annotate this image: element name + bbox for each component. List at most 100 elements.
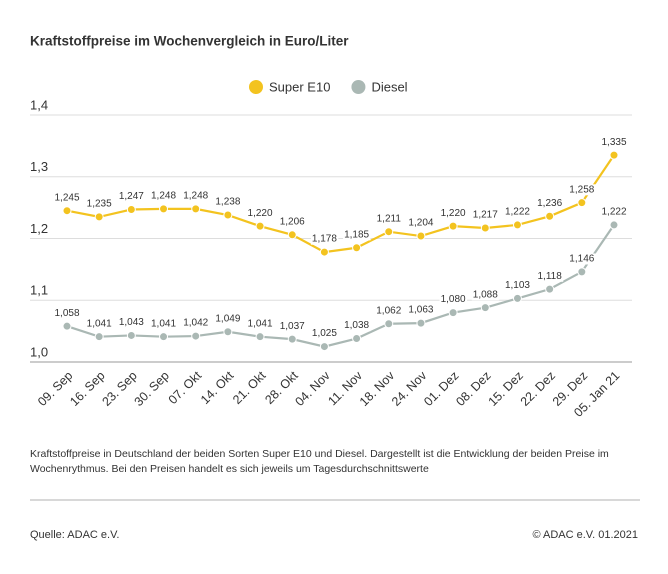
value-label: 1,245: [54, 192, 79, 203]
point: [352, 243, 362, 253]
label-bg: [117, 317, 146, 329]
point: [609, 150, 619, 160]
value-label: 1,204: [408, 218, 433, 229]
label-bg: [343, 320, 371, 332]
x-tick-label: 01. Dez: [421, 369, 461, 409]
point: [191, 204, 201, 214]
value-label: 1,258: [569, 184, 594, 195]
label-bg: [246, 207, 275, 219]
value-label: 1,146: [569, 253, 594, 264]
value-label: 1,118: [537, 271, 562, 282]
copyright: © ADAC e.V. 01.2021: [532, 529, 638, 541]
value-label: 1,222: [601, 207, 626, 218]
point: [448, 221, 458, 231]
label-bg: [471, 209, 500, 221]
label-bg: [503, 280, 532, 292]
value-label: 1,248: [151, 191, 176, 202]
value-label: 1,247: [119, 191, 144, 202]
legend-marker: [351, 80, 366, 94]
value-label: 1,025: [312, 328, 337, 339]
note: Kraftstoffpreise in Deutschland der beid…: [30, 448, 609, 475]
label-bg: [246, 318, 275, 330]
value-label: 1,235: [87, 199, 112, 210]
x-tick-label: 08. Dez: [453, 369, 493, 409]
x-tick-label: 14. Okt: [198, 368, 237, 407]
label-bg: [214, 196, 242, 208]
point: [159, 332, 169, 342]
point: [126, 204, 136, 214]
label-bg: [182, 317, 210, 329]
value-label: 1,080: [441, 294, 466, 305]
value-label: 1,248: [183, 191, 208, 202]
label-bg: [439, 207, 468, 219]
label-bg: [503, 206, 532, 218]
point: [480, 303, 490, 313]
x-tick-label: 30. Sep: [132, 369, 172, 409]
label-bg: [439, 294, 468, 306]
x-tick-label: 15. Dez: [486, 369, 526, 409]
label-bg: [471, 289, 500, 301]
point: [384, 319, 394, 329]
source: Quelle: ADAC e.V.: [30, 529, 119, 541]
label-bg: [278, 216, 307, 228]
point: [577, 198, 587, 208]
point: [255, 332, 265, 342]
label-bg: [407, 304, 435, 316]
label-bg: [310, 233, 339, 245]
point: [352, 334, 362, 344]
label-bg: [536, 197, 564, 209]
value-label: 1,178: [312, 234, 337, 245]
label-bg: [600, 206, 628, 218]
y-tick-label: 1,4: [30, 97, 48, 112]
value-label: 1,185: [344, 229, 369, 240]
value-label: 1,062: [376, 305, 401, 316]
value-label: 1,222: [505, 207, 530, 218]
value-label: 1,335: [601, 137, 626, 148]
value-label: 1,041: [87, 318, 112, 329]
value-label: 1,088: [473, 289, 498, 300]
value-label: 1,063: [408, 305, 433, 316]
legend-label: Super E10: [269, 79, 330, 94]
x-tick-label: 22. Dez: [518, 369, 558, 409]
label-bg: [536, 270, 564, 282]
point: [545, 211, 555, 221]
label-bg: [85, 318, 114, 330]
value-label: 1,236: [537, 198, 562, 209]
label-bg: [117, 191, 146, 203]
point: [480, 223, 490, 233]
point: [191, 331, 201, 341]
x-tick-label: 16. Sep: [67, 369, 107, 409]
label-bg: [53, 192, 81, 204]
value-label: 1,220: [248, 208, 273, 219]
point: [223, 210, 233, 220]
x-tick-label: 07. Okt: [166, 368, 205, 407]
series-line: [66, 154, 615, 254]
point: [545, 284, 555, 294]
label-bg: [214, 313, 242, 325]
label-bg: [278, 320, 307, 332]
y-tick-label: 1,0: [30, 344, 48, 359]
value-label: 1,058: [54, 308, 79, 319]
value-label: 1,041: [151, 318, 176, 329]
point: [512, 293, 522, 303]
label-bg: [53, 307, 81, 319]
chart-title: Kraftstoffpreise im Wochenvergleich in E…: [30, 34, 349, 49]
point: [609, 220, 619, 230]
point: [255, 221, 265, 231]
label-bg: [568, 253, 596, 265]
value-label: 1,038: [344, 320, 369, 331]
point: [577, 267, 587, 277]
value-label: 1,041: [248, 318, 273, 329]
label-bg: [343, 229, 371, 241]
label-bg: [85, 198, 114, 210]
label-bg: [568, 184, 596, 196]
point: [62, 206, 72, 216]
value-label: 1,103: [505, 280, 530, 291]
value-label: 1,042: [183, 318, 208, 329]
point: [126, 330, 136, 340]
label-bg: [150, 190, 178, 202]
value-label: 1,238: [215, 197, 240, 208]
point: [287, 230, 297, 240]
